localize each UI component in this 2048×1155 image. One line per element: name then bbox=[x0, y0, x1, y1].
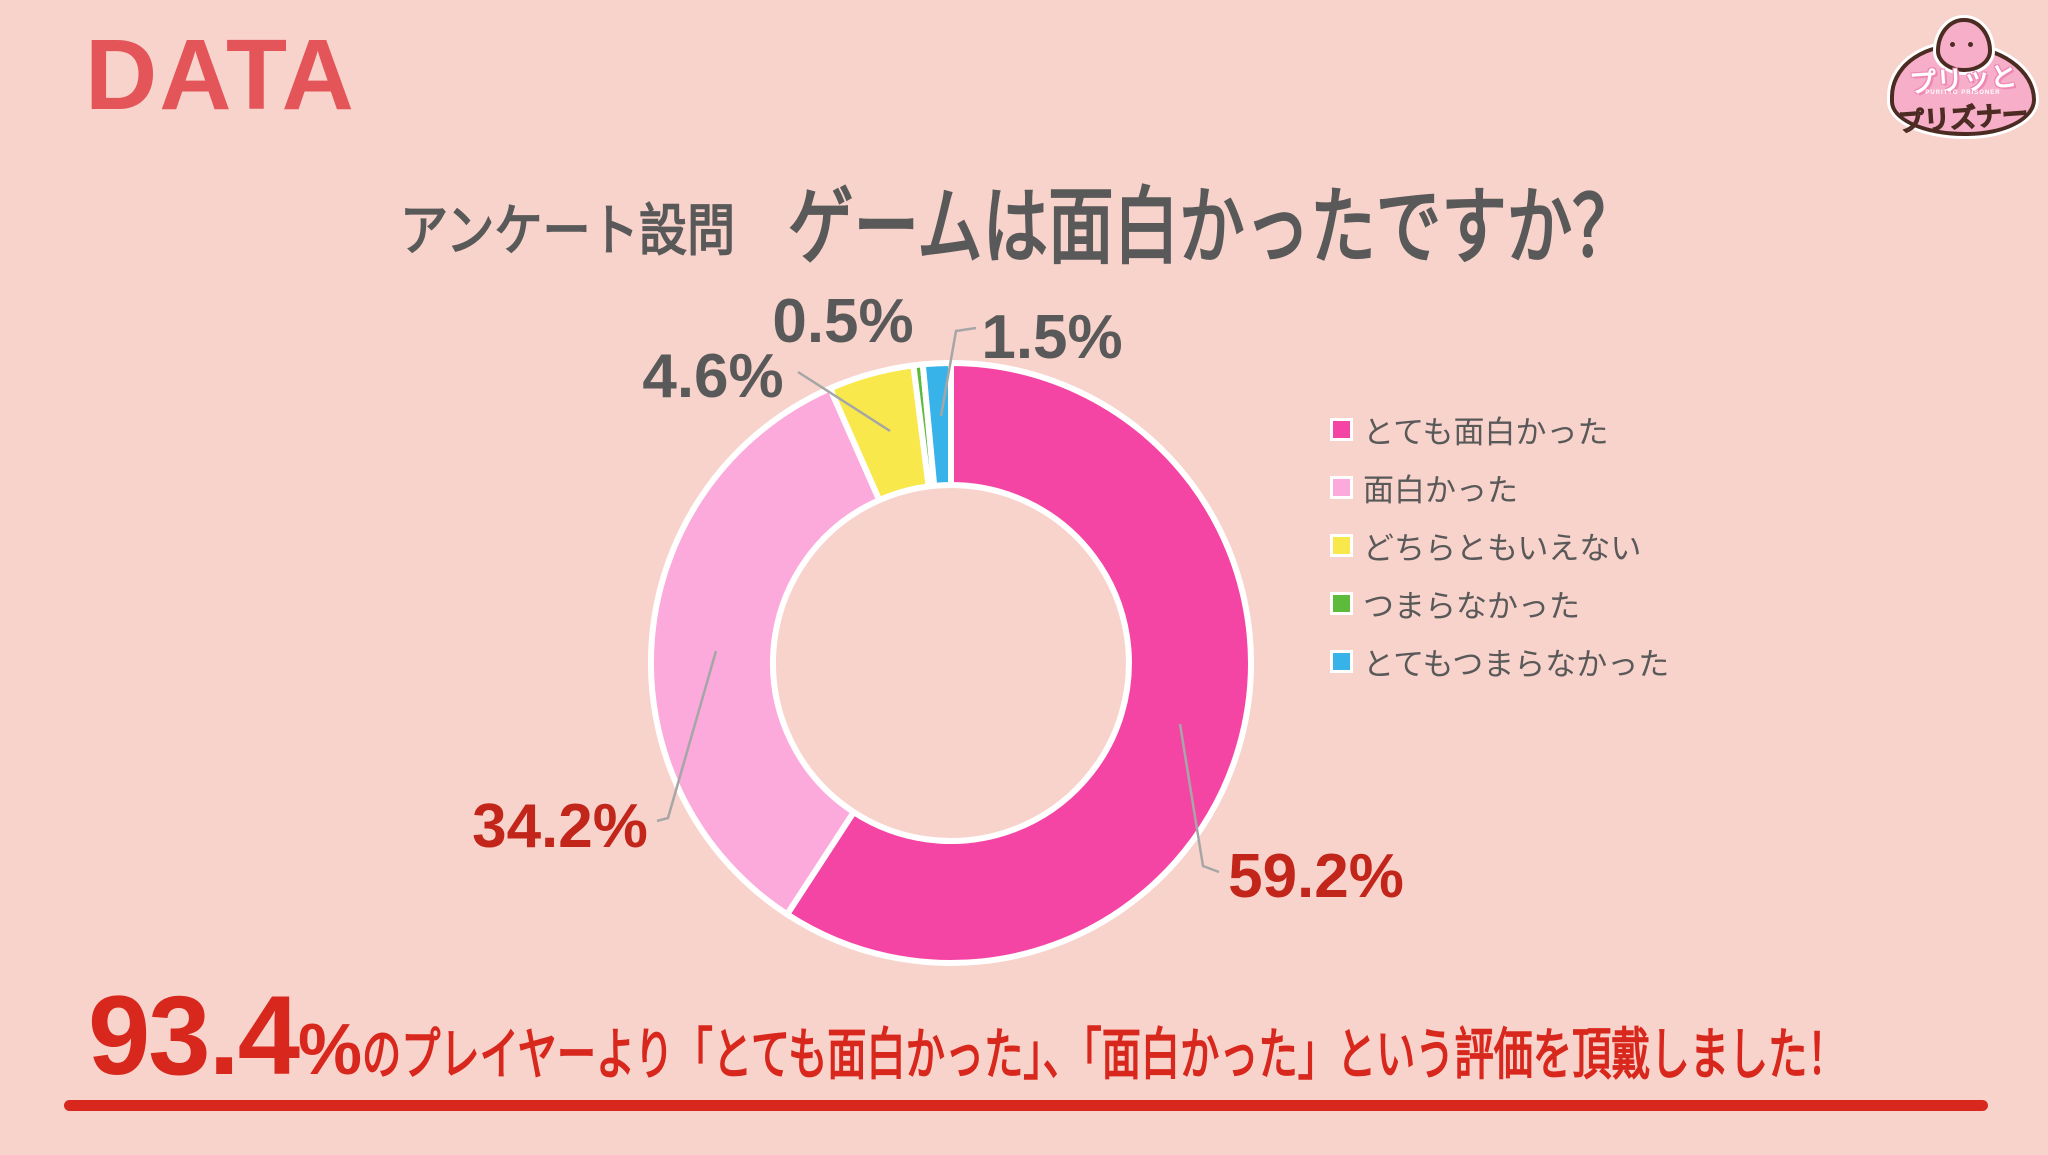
summary-underline bbox=[64, 1100, 1988, 1111]
legend-label: 面白かった bbox=[1363, 472, 1518, 508]
question-title: ゲームは面白かったですか？ bbox=[788, 180, 1638, 274]
legend-swatch-neutral bbox=[1330, 533, 1353, 557]
leader-line-1 bbox=[656, 650, 718, 823]
donut-slice-0 bbox=[784, 360, 1254, 966]
legend-swatch-very-fun bbox=[1330, 417, 1353, 441]
legend-label: とても面白かった bbox=[1363, 414, 1609, 450]
label-very-boring: 1.5% bbox=[981, 303, 1123, 372]
chart-legend: とても面白かった 面白かった どちらともいえない つまらなかった とてもつまらな… bbox=[1330, 400, 1669, 690]
logo-subtext: PURITTO PRISONER bbox=[1925, 90, 2001, 96]
question-prefix: アンケート設問 bbox=[400, 199, 736, 262]
legend-swatch-very-boring bbox=[1330, 649, 1353, 673]
summary-text: 93.4 % のプレイヤーより「とても面白かった」、「面白かった」という評価を頂… bbox=[88, 980, 2038, 1092]
legend-swatch-fun bbox=[1330, 475, 1353, 499]
legend-label: つまらなかった bbox=[1363, 588, 1580, 624]
legend-item-very-boring: とてもつまらなかった bbox=[1330, 632, 1669, 690]
legend-item-very-fun: とても面白かった bbox=[1330, 400, 1669, 458]
summary-percent-sign: % bbox=[297, 1010, 363, 1090]
legend-item-boring: つまらなかった bbox=[1330, 574, 1669, 632]
leader-line-2 bbox=[797, 370, 891, 433]
donut-slice-1 bbox=[647, 385, 883, 918]
label-boring: 0.5% bbox=[772, 287, 914, 356]
label-very-fun: 59.2% bbox=[1228, 842, 1404, 911]
legend-label: とてもつまらなかった bbox=[1363, 646, 1670, 682]
legend-swatch-boring bbox=[1330, 591, 1353, 615]
leader-line-4 bbox=[939, 326, 977, 417]
label-neutral: 4.6% bbox=[642, 342, 784, 411]
leader-line-0 bbox=[1178, 723, 1220, 874]
legend-item-neutral: どちらともいえない bbox=[1330, 516, 1669, 574]
game-logo: プリッと PURITTO PRISONER プリズナー bbox=[1888, 18, 2038, 138]
logo-character-icon bbox=[1936, 18, 1992, 72]
legend-item-fun: 面白かった bbox=[1330, 458, 1669, 516]
summary-highlight-number: 93.4 bbox=[88, 973, 300, 1098]
page-title: DATA bbox=[85, 19, 356, 131]
legend-label: どちらともいえない bbox=[1363, 530, 1642, 566]
summary-rest-text: のプレイヤーより「とても面白かった」、「面白かった」という評価を頂戴しました！ bbox=[362, 1023, 1847, 1086]
label-fun: 34.2% bbox=[472, 792, 648, 861]
